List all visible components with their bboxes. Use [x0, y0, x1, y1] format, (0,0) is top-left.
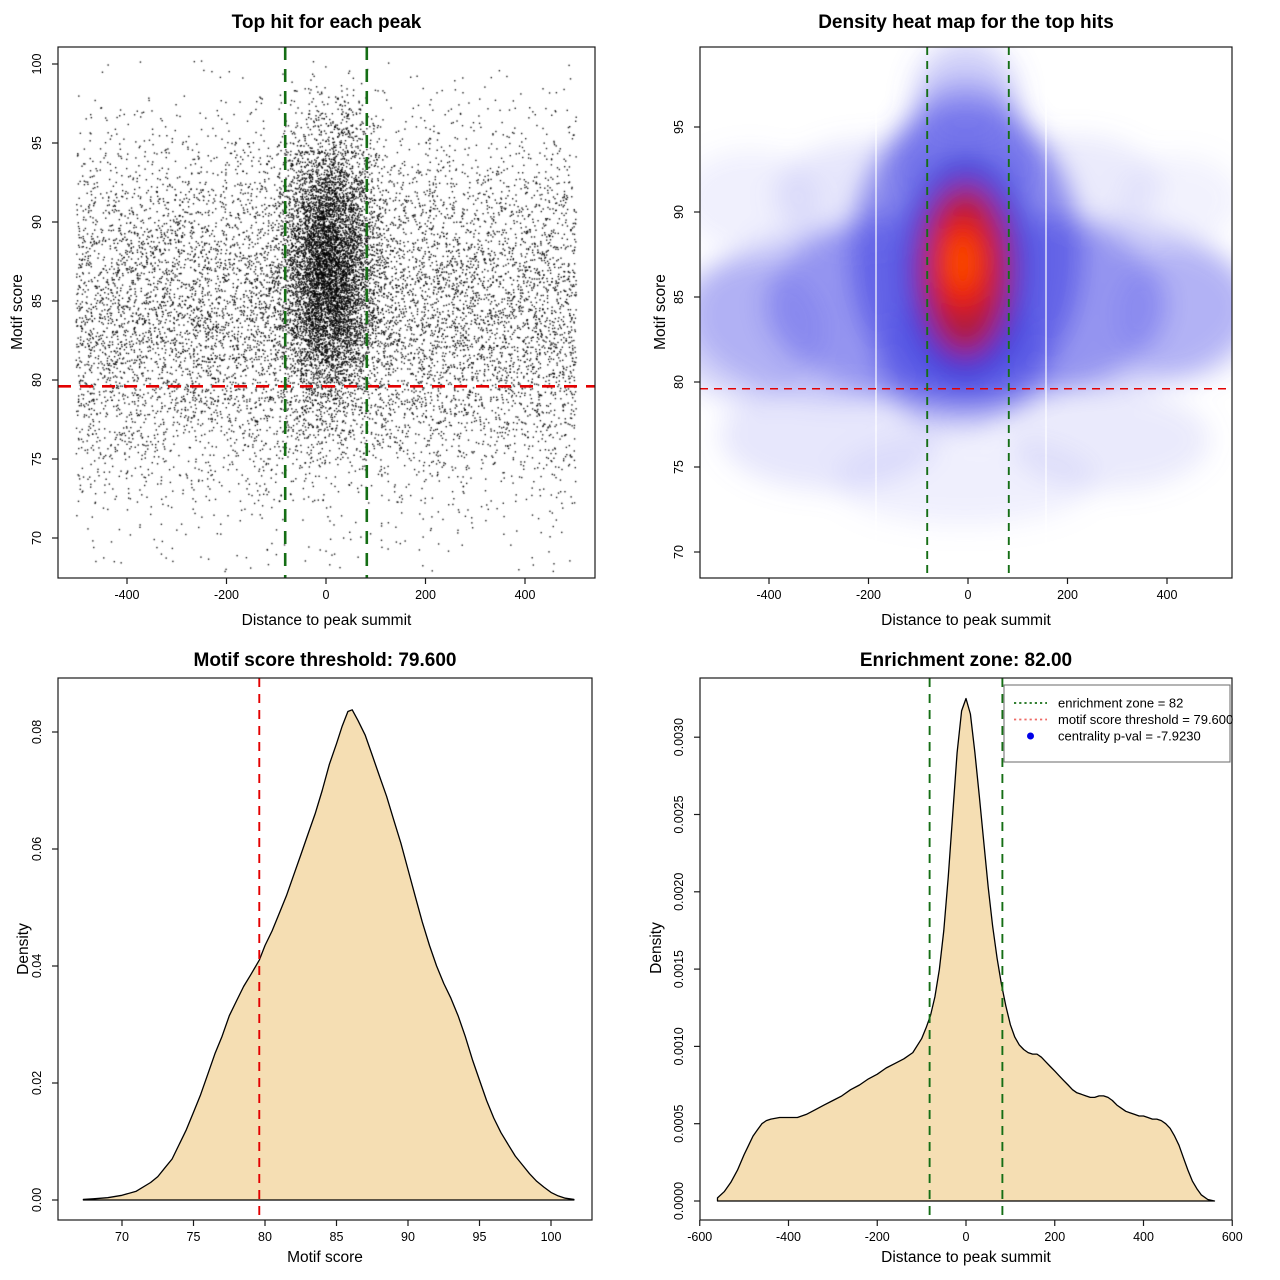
panel-motif-score-density: 70 75 80 85 90 95 100 0.00 0.02 0.04 0.06 0.08 — [30, 677, 593, 1244]
x-axis-label-scatter: Distance to peak summit — [241, 612, 412, 629]
y-tick-label: 85 — [30, 294, 44, 308]
x-tick-label: 400 — [1157, 588, 1178, 602]
legend-label: centrality p-val = -7.9230 — [1058, 729, 1201, 744]
x-tick-label: 200 — [1044, 1230, 1065, 1244]
legend-label: motif score threshold = 79.600 — [1058, 712, 1233, 727]
plot-box — [57, 46, 596, 579]
panel-title-heatmap: Density heat map for the top hits — [818, 12, 1114, 33]
x-tick-label: 80 — [258, 1230, 272, 1244]
legend-dot-swatch — [1027, 732, 1034, 740]
density-blob — [948, 235, 976, 289]
legend-box — [1003, 684, 1231, 763]
x-tick-label: -600 — [687, 1230, 712, 1244]
panel-plot-area — [58, 47, 595, 578]
y-axis-label-distance-density: Density — [648, 922, 665, 974]
y-tick-label: 90 — [672, 205, 686, 219]
y-tick-label: 0.02 — [30, 1071, 44, 1095]
y-tick-label: 0.0010 — [672, 1027, 686, 1065]
density-curve — [716, 697, 1216, 1202]
density-blob — [835, 435, 1095, 525]
x-tick-label: 200 — [415, 588, 436, 602]
x-tick-label: 0 — [965, 588, 972, 602]
x-tick-label: 100 — [541, 1230, 562, 1244]
x-tick-label: -200 — [214, 588, 239, 602]
panel-plot-area — [716, 678, 1216, 1220]
panel-density-heat-map: -400 -200 0 200 400 70 75 80 85 90 95 — [672, 46, 1233, 602]
y-tick-label: 80 — [672, 375, 686, 389]
y-tick-label: 0.0025 — [672, 795, 686, 833]
density-blob — [1115, 250, 1232, 380]
x-tick-label: 85 — [330, 1230, 344, 1244]
y-axis-label-heatmap: Motif score — [652, 274, 669, 350]
y-tick-label: 100 — [30, 54, 44, 75]
x-tick-label: -200 — [856, 588, 881, 602]
x-tick-label: 90 — [401, 1230, 415, 1244]
x-tick-label: 600 — [1222, 1230, 1243, 1244]
panel-title-motif-threshold: Motif score threshold: 79.600 — [193, 650, 457, 671]
density-curve — [82, 709, 575, 1201]
panel-plot-area — [82, 678, 575, 1220]
x-tick-label: -400 — [776, 1230, 801, 1244]
panel-title-enrichment-zone: Enrichment zone: 82.00 — [859, 650, 1073, 671]
y-tick-label: 0.00 — [30, 1188, 44, 1212]
x-tick-label: 70 — [115, 1230, 129, 1244]
y-tick-label: 70 — [30, 531, 44, 545]
y-tick-label: 75 — [30, 452, 44, 466]
x-tick-label: -400 — [756, 588, 781, 602]
y-tick-label: 0.0015 — [672, 950, 686, 988]
panel-plot-area — [700, 47, 1232, 578]
y-tick-label: 0.0005 — [672, 1105, 686, 1143]
density-blob — [1120, 155, 1232, 245]
y-tick-label: 0.06 — [30, 837, 44, 861]
density-blob — [700, 150, 820, 250]
panel-title-top-hit: Top hit for each peak — [231, 12, 422, 33]
plot-box — [57, 677, 593, 1221]
y-tick-label: 80 — [30, 373, 44, 387]
y-tick-label: 85 — [672, 290, 686, 304]
y-tick-label: 75 — [672, 460, 686, 474]
plot-box — [699, 46, 1233, 579]
x-tick-label: 400 — [1133, 1230, 1154, 1244]
y-tick-label: 90 — [30, 215, 44, 229]
x-tick-label: 0 — [323, 588, 330, 602]
x-tick-label: 75 — [187, 1230, 201, 1244]
y-tick-label: 0.04 — [30, 954, 44, 978]
y-tick-label: 0.0030 — [672, 718, 686, 756]
x-axis-label-motif-density: Motif score — [287, 1249, 363, 1266]
panel-distance-density: -600 -400 -200 0 200 400 600 0.0000 0.0005 0.0010… — [672, 677, 1243, 1244]
y-tick-label: 95 — [30, 136, 44, 150]
x-tick-label: 95 — [473, 1230, 487, 1244]
panel-top-hit-scatter: -400 -200 0 200 400 70 75 80 85 90 95 100 — [30, 46, 596, 602]
y-tick-label: 70 — [672, 545, 686, 559]
x-tick-label: 400 — [515, 588, 536, 602]
x-axis-label-distance-density: Distance to peak summit — [881, 1249, 1051, 1266]
density-blob — [700, 260, 825, 400]
y-axis-label-scatter: Motif score — [9, 274, 26, 350]
legend-label: enrichment zone = 82 — [1058, 696, 1183, 711]
x-axis-label-heatmap: Distance to peak summit — [881, 612, 1051, 629]
y-tick-label: 0.08 — [30, 720, 44, 744]
y-tick-label: 0.0000 — [672, 1182, 686, 1220]
x-tick-label: 0 — [963, 1230, 970, 1244]
x-tick-label: 200 — [1057, 588, 1078, 602]
density-blob — [914, 47, 1018, 150]
x-tick-label: -400 — [114, 588, 139, 602]
y-tick-label: 95 — [672, 120, 686, 134]
x-tick-label: -200 — [865, 1230, 890, 1244]
y-axis-label-motif-density: Density — [15, 923, 32, 975]
heatmap-density-blobs — [700, 47, 1232, 525]
y-tick-label: 0.0020 — [672, 873, 686, 911]
